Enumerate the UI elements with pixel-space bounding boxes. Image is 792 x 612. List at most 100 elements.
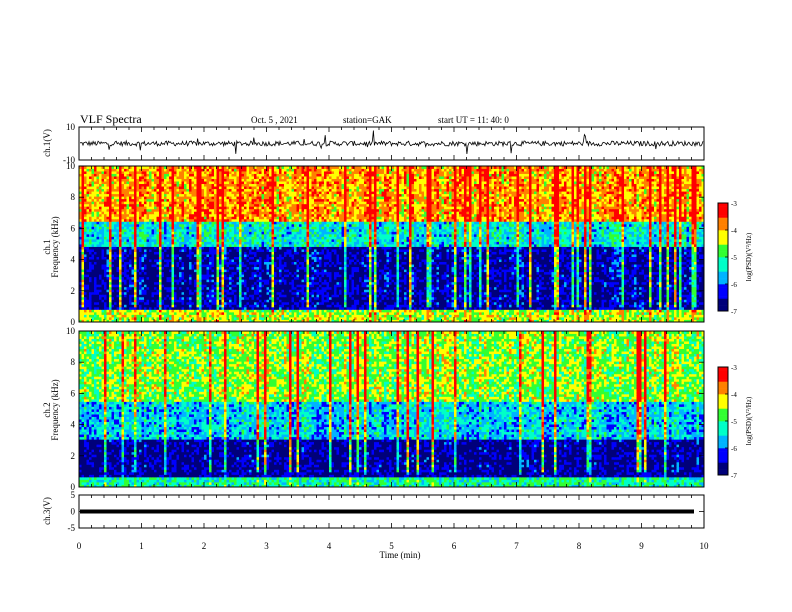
spectrogram-cell xyxy=(337,317,340,320)
spectrogram-cell xyxy=(347,289,350,292)
spectrogram-cell xyxy=(654,292,657,295)
spectrogram-cell xyxy=(342,299,345,302)
spectrogram-cell xyxy=(267,312,270,315)
spectrogram-cell xyxy=(402,284,405,287)
spectrogram-cell xyxy=(532,297,535,300)
spectrogram-cell xyxy=(619,317,622,320)
spectrogram-cell xyxy=(597,289,600,292)
spectrogram-cell xyxy=(144,312,147,315)
spectrogram-cell xyxy=(464,309,467,312)
spectrogram-cell xyxy=(517,297,520,300)
spectrogram-cell xyxy=(317,297,320,300)
spectrogram-cell xyxy=(497,284,500,287)
spectrogram-cell xyxy=(412,282,415,285)
spectrogram-cell xyxy=(172,302,175,305)
spectrogram-cell xyxy=(362,294,365,297)
spectrogram-cell xyxy=(237,287,240,290)
spectrogram-cell xyxy=(574,292,577,295)
spectrogram-cell xyxy=(262,307,265,310)
spectrogram-cell xyxy=(469,297,472,300)
spectrogram-cell xyxy=(509,304,512,307)
spectrogram-cell xyxy=(374,287,377,290)
spectrogram-cell xyxy=(667,294,670,297)
spectrogram-cell xyxy=(682,299,685,302)
spectrogram-cell xyxy=(104,302,107,305)
spectrogram-cell xyxy=(357,282,360,285)
spectrogram-cell xyxy=(232,302,235,305)
spectrogram-cell xyxy=(662,297,665,300)
spectrogram-cell xyxy=(402,294,405,297)
spectrogram-cell xyxy=(682,282,685,285)
spectrogram-cell xyxy=(129,287,132,290)
spectrogram-cell xyxy=(119,314,122,317)
spectrogram-cell xyxy=(547,317,550,320)
spectrogram-cell xyxy=(157,312,160,315)
spectrogram-cell xyxy=(379,292,382,295)
spectrogram-cell xyxy=(572,307,575,310)
spectrogram-cell xyxy=(92,289,95,292)
spectrogram-cell xyxy=(479,292,482,295)
spectrogram-cell xyxy=(284,287,287,290)
spectrogram-cell xyxy=(294,297,297,300)
spectrogram-cell xyxy=(287,287,290,290)
spectrogram-cell xyxy=(632,312,635,315)
spectrogram-cell xyxy=(317,289,320,292)
spectrogram-cell xyxy=(617,297,620,300)
spectrogram-cell xyxy=(192,307,195,310)
spectrogram-cell xyxy=(264,292,267,295)
spectrogram-cell xyxy=(207,287,210,290)
spectrogram-cell xyxy=(639,314,642,317)
spectrogram-cell xyxy=(304,302,307,305)
spectrogram-cell xyxy=(277,279,280,282)
spectrogram-cell xyxy=(262,302,265,305)
spectrogram-cell xyxy=(232,294,235,297)
spectrogram-cell xyxy=(152,287,155,290)
spectrogram-cell xyxy=(382,302,385,305)
spectrogram-cell xyxy=(174,309,177,312)
spectrogram-cell xyxy=(292,309,295,312)
spectrogram-cell xyxy=(519,314,522,317)
spectrogram-cell xyxy=(319,279,322,282)
spectrogram-cell xyxy=(424,292,427,295)
spectrogram-cell xyxy=(512,309,515,312)
spectrogram-cell xyxy=(469,279,472,282)
spectrogram-cell xyxy=(227,314,230,317)
spectrogram-cell xyxy=(482,299,485,302)
spectrogram-cell xyxy=(579,289,582,292)
spectrogram-cell xyxy=(504,287,507,290)
spectrogram-cell xyxy=(262,304,265,307)
spectrogram-cell xyxy=(352,297,355,300)
spectrogram-cell xyxy=(172,282,175,285)
spectrogram-cell xyxy=(449,312,452,315)
spectrogram-cell xyxy=(274,297,277,300)
spectrogram-cell xyxy=(474,317,477,320)
spectrogram-cell xyxy=(604,294,607,297)
spectrogram-cell xyxy=(647,284,650,287)
spectrogram-cell xyxy=(282,289,285,292)
spectrogram-cell xyxy=(219,284,222,287)
spectrogram-cell xyxy=(407,317,410,320)
spectrogram-cell xyxy=(219,292,222,295)
spectrogram-cell xyxy=(459,282,462,285)
spectrogram-cell xyxy=(409,282,412,285)
spectrogram-cell xyxy=(517,292,520,295)
spectrogram-cell xyxy=(629,302,632,305)
spectrogram-cell xyxy=(569,289,572,292)
spectrogram-cell xyxy=(197,287,200,290)
spectrogram-cell xyxy=(537,312,540,315)
spectrogram-cell xyxy=(562,294,565,297)
spectrogram-cell xyxy=(482,294,485,297)
spectrogram-cell xyxy=(614,294,617,297)
spectrogram-cell xyxy=(234,299,237,302)
spectrogram-cell xyxy=(212,302,215,305)
spectrogram-cell xyxy=(92,302,95,305)
spectrogram-cell xyxy=(147,289,150,292)
spectrogram-cell xyxy=(309,314,312,317)
spectrogram-cell xyxy=(504,307,507,310)
spectrogram-cell xyxy=(409,294,412,297)
spectrogram-cell xyxy=(112,282,115,285)
spectrogram-cell xyxy=(532,282,535,285)
spectrogram-cell xyxy=(529,287,532,290)
spectrogram-cell xyxy=(602,287,605,290)
spectrogram-cell xyxy=(429,287,432,290)
